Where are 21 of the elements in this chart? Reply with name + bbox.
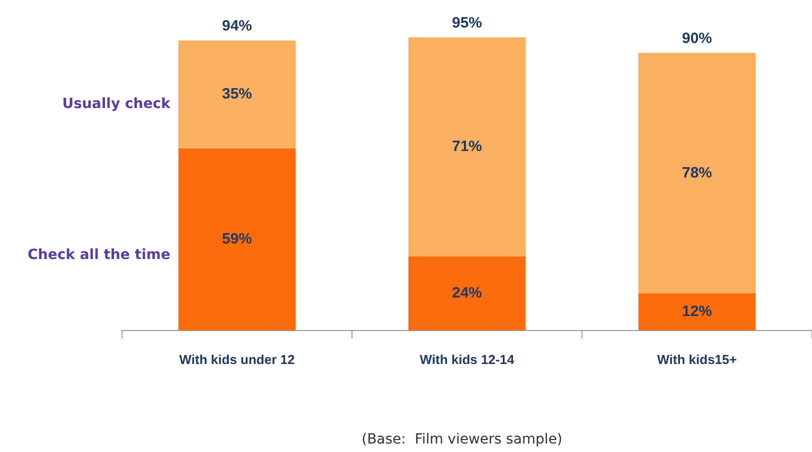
bar (408, 256, 526, 330)
total-label: 90% (682, 30, 712, 47)
bar (178, 40, 296, 148)
total-label: 94% (222, 18, 252, 35)
x-tick-label: With kids under 12 (179, 352, 295, 367)
data-label: 12% (682, 303, 712, 320)
data-label: 71% (452, 138, 482, 156)
bar (178, 148, 296, 330)
x-tick-label: With kids15+ (657, 352, 738, 367)
data-label: 59% (222, 230, 252, 248)
series-label: Check all the time (28, 247, 170, 264)
x-tick-label: With kids 12-14 (420, 352, 516, 367)
bar (408, 37, 526, 256)
series-label: Usually check (62, 96, 172, 112)
data-label: 35% (222, 86, 252, 103)
text: (Base: Film viewers sample) (362, 432, 562, 448)
total-label: 95% (452, 14, 482, 32)
data-label: 24% (452, 284, 482, 302)
data-label: 78% (682, 164, 712, 182)
bar (638, 52, 756, 294)
bar (638, 293, 756, 330)
